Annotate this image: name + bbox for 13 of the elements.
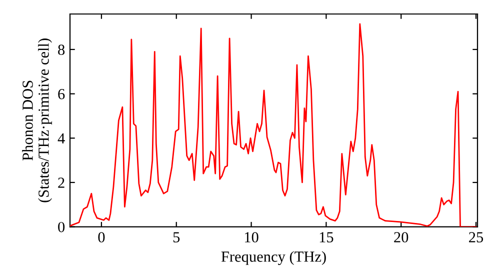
- x-axis-title: Frequency (THz): [221, 251, 326, 265]
- x-tick-label: 20: [394, 232, 408, 242]
- y-tick-label: 6: [58, 88, 65, 100]
- x-tick-label: 25: [469, 232, 484, 242]
- y-axis-title: Phonon DOS (States/THz·primitive cell): [22, 38, 52, 202]
- y-tick-label: 2: [58, 178, 64, 188]
- y-tick-label: 8: [58, 44, 65, 55]
- x-tick-label: 5: [173, 232, 180, 242]
- y-tick-label: 0: [58, 222, 65, 232]
- x-tick-label: 15: [320, 232, 334, 242]
- x-tick-label: 10: [244, 232, 258, 242]
- x-tick-label: 0: [98, 232, 105, 242]
- y-tick-label: 4: [58, 133, 65, 144]
